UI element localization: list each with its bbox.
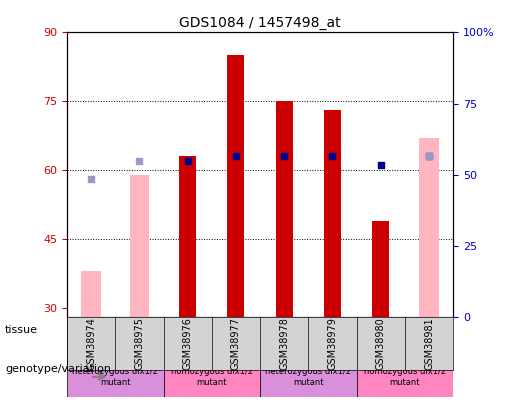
Bar (130, 175, 149, 317)
FancyBboxPatch shape (163, 357, 260, 397)
Title: GDS1084 / 1457498_at: GDS1084 / 1457498_at (179, 16, 341, 30)
Point (280, 153, 288, 160)
Point (135, 158, 144, 164)
Text: GSM38974: GSM38974 (86, 317, 96, 370)
FancyBboxPatch shape (67, 317, 260, 357)
Bar (276, 101, 293, 317)
Text: genotype/variation: genotype/variation (5, 364, 111, 373)
Text: tissue: tissue (5, 325, 38, 335)
Bar (419, 138, 439, 317)
Bar (228, 55, 245, 317)
Point (183, 158, 192, 164)
Point (425, 153, 433, 160)
Text: homozygous dlx1/2
mutant: homozygous dlx1/2 mutant (171, 367, 253, 387)
Text: basal ganglion: basal ganglion (123, 332, 204, 342)
Bar (324, 111, 341, 317)
Point (425, 153, 433, 160)
Point (329, 153, 337, 160)
Bar (179, 156, 196, 317)
Text: heterozygous dlx1/2
mutant: heterozygous dlx1/2 mutant (265, 367, 351, 387)
Text: GSM38975: GSM38975 (134, 317, 144, 370)
Text: GSM38976: GSM38976 (183, 317, 193, 370)
Text: GSM38981: GSM38981 (424, 317, 434, 370)
Point (376, 162, 385, 169)
Text: GSM38980: GSM38980 (376, 317, 386, 370)
Text: GSM38979: GSM38979 (328, 317, 337, 370)
Text: GSM38977: GSM38977 (231, 317, 241, 370)
Text: cortex: cortex (339, 332, 374, 342)
FancyBboxPatch shape (260, 317, 453, 357)
FancyBboxPatch shape (260, 357, 356, 397)
Text: heterozygous dlx1/2
mutant: heterozygous dlx1/2 mutant (72, 367, 158, 387)
Text: GSM38978: GSM38978 (279, 317, 289, 370)
FancyBboxPatch shape (356, 357, 453, 397)
FancyBboxPatch shape (67, 357, 163, 397)
Point (232, 153, 240, 160)
Point (87, 176, 95, 183)
Bar (81, 271, 101, 317)
Bar (372, 221, 389, 317)
Text: homozygous dlx1/2
mutant: homozygous dlx1/2 mutant (364, 367, 446, 387)
